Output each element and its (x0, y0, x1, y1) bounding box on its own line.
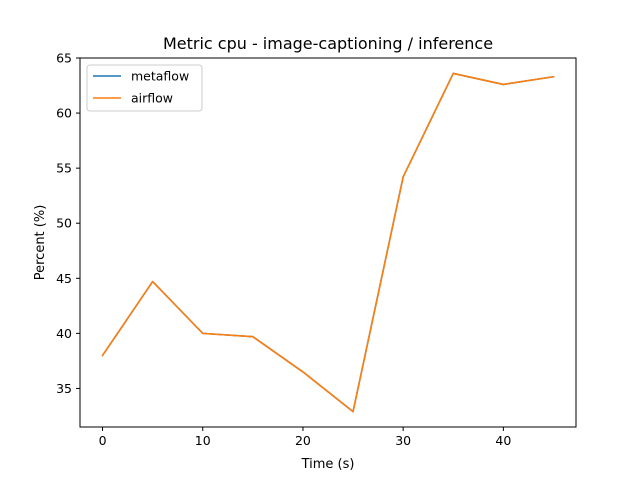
x-axis-ticks: 0 10 20 30 40 (99, 427, 511, 448)
y-tick-label: 60 (56, 106, 72, 121)
x-tick-label: 40 (495, 433, 511, 448)
series-line-airflow (101, 72, 555, 413)
x-tick-label: 20 (295, 433, 311, 448)
y-tick-label: 65 (56, 51, 72, 66)
y-tick-label: 55 (56, 161, 72, 176)
x-tick-label: 30 (395, 433, 411, 448)
y-tick-label: 40 (56, 326, 72, 341)
series-lines (101, 72, 555, 413)
y-axis-label: Percent (%) (33, 205, 48, 281)
plot-frame (79, 57, 577, 428)
x-tick-label: 0 (99, 433, 107, 448)
chart-title: Metric cpu - image-captioning / inferenc… (163, 34, 493, 53)
y-axis-ticks: 35 40 45 50 55 60 65 (56, 51, 80, 396)
legend-label-metaflow: metaflow (131, 69, 189, 84)
x-axis-label: Time (s) (301, 457, 355, 472)
x-tick-label: 10 (195, 433, 211, 448)
legend: metaflow airflow (86, 64, 203, 112)
series-line-metaflow (101, 72, 555, 413)
legend-label-airflow: airflow (131, 91, 173, 106)
y-tick-label: 45 (56, 271, 72, 286)
y-tick-label: 35 (56, 381, 72, 396)
y-tick-label: 50 (56, 216, 72, 231)
